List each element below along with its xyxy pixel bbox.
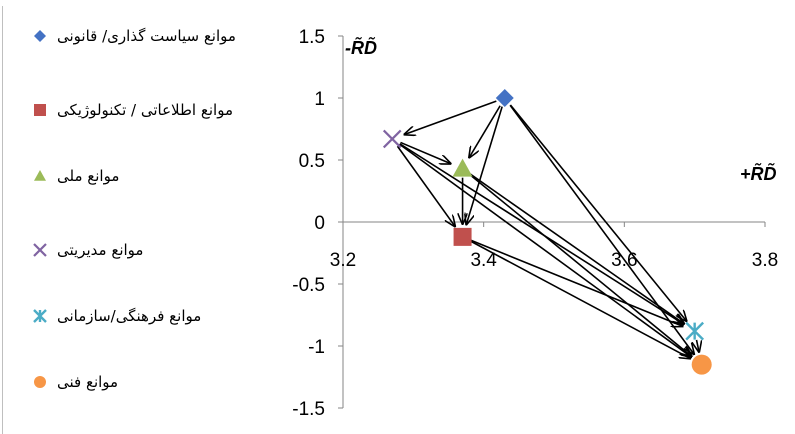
relation-arrow (509, 104, 686, 321)
legend: موانع سیاست گذاری/ قانونی موانع اطلاعاتی … (2, 6, 271, 434)
relation-arrow (396, 145, 455, 226)
legend-item-technical: موانع فنی (33, 370, 118, 394)
y-tick-label: -1 (308, 337, 325, 358)
x-axis-label: +R̃D̃ (740, 162, 777, 184)
legend-marker-technical (34, 376, 46, 388)
x-icon (33, 243, 47, 257)
legend-label: موانع فرهنگی/سازمانی (57, 307, 202, 325)
legend-item-info: موانع اطلاعاتی / تکنولوژیکی (33, 98, 233, 122)
legend-item-policy: موانع سیاست گذاری/ قانونی (33, 24, 236, 48)
legend-marker-info (34, 104, 46, 116)
legend-item-cultural: موانع فرهنگی/سازمانی (33, 304, 201, 328)
legend-label: موانع سیاست گذاری/ قانونی (57, 27, 236, 45)
legend-marker-national (34, 170, 46, 181)
y-tick-label: 0.5 (299, 151, 325, 172)
y-axis-label: -R̃D̃ (345, 36, 377, 58)
point-national (452, 158, 473, 177)
relation-arrow (697, 339, 700, 352)
point-management (382, 129, 402, 149)
point-info (453, 227, 472, 246)
y-tick-label: 0 (314, 213, 325, 234)
point-cultural (685, 321, 705, 341)
square-icon (33, 103, 47, 117)
point-policy (495, 89, 514, 107)
relation-arrow (509, 104, 694, 354)
diamond-icon (33, 29, 47, 43)
x-tick-label: 3.4 (470, 250, 497, 271)
y-tick-label: -0.5 (292, 275, 325, 296)
y-tick-label: -1.5 (292, 399, 325, 420)
relation-arrow (469, 173, 684, 324)
legend-marker-policy (34, 30, 46, 42)
relation-arrow (400, 141, 451, 163)
relation-arrow (466, 106, 503, 225)
legend-label: موانع اطلاعاتی / تکنولوژیکی (57, 101, 233, 119)
y-tick-label: 1 (314, 89, 325, 110)
x-tick-label: 3.8 (752, 250, 778, 271)
legend-label: موانع مدیریتی (57, 241, 144, 259)
point-technical (691, 354, 712, 375)
legend-label: موانع ملی (57, 167, 120, 185)
relation-arrow (469, 173, 692, 356)
legend-marker-cultural (33, 309, 47, 323)
relation-arrow (470, 239, 683, 326)
relation-arrow (469, 105, 501, 158)
x-tick-label: 3.2 (330, 250, 356, 271)
legend-item-management: موانع مدیریتی (33, 238, 143, 262)
legend-marker-management (33, 243, 47, 257)
y-tick-label: 1.5 (299, 27, 325, 48)
star-icon (33, 309, 47, 323)
legend-label: موانع فنی (57, 373, 119, 391)
legend-item-national: موانع ملی (33, 164, 119, 188)
relation-arrow (399, 143, 692, 357)
relation-arrow (470, 240, 691, 358)
circle-icon (33, 375, 47, 389)
triangle-icon (33, 169, 47, 183)
relation-arrow (404, 100, 497, 134)
